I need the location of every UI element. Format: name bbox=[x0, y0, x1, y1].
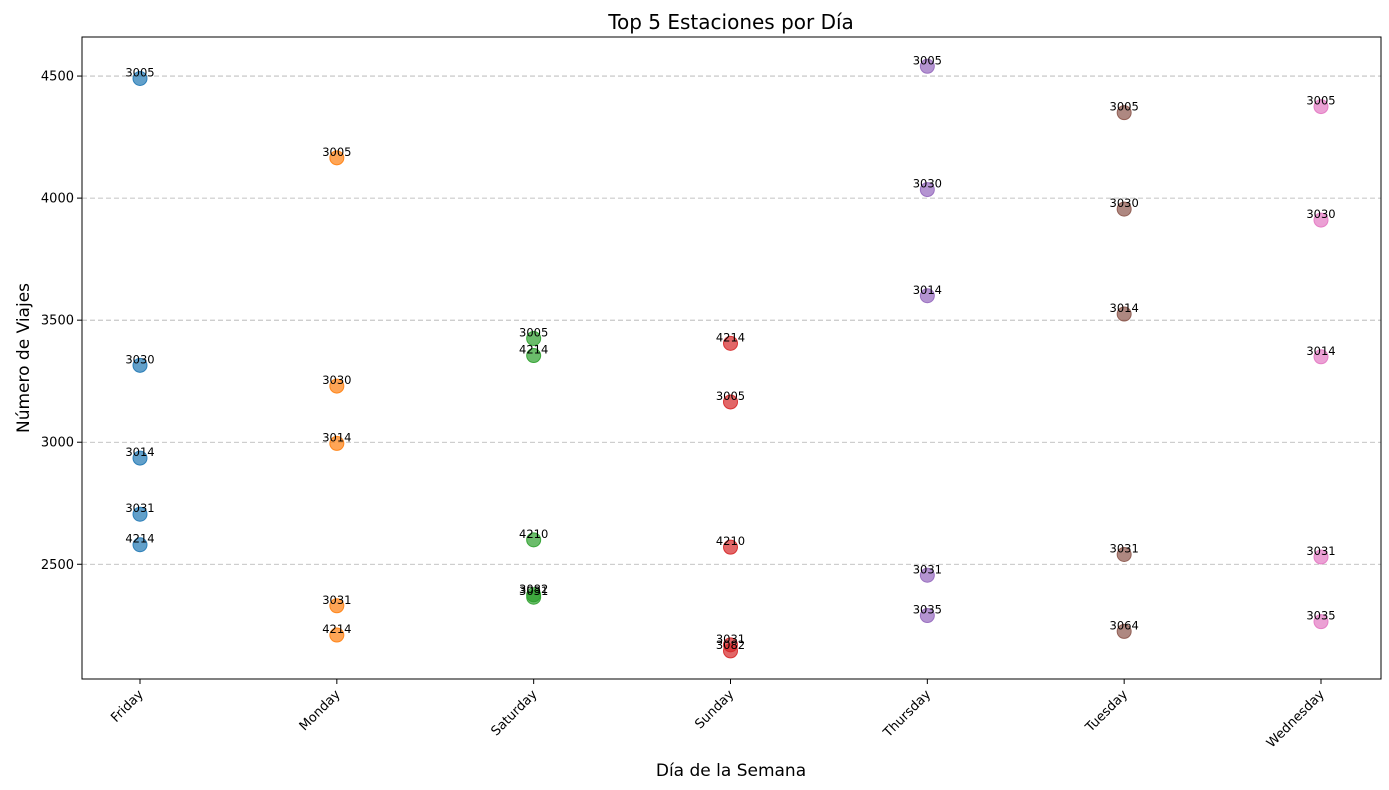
data-point bbox=[526, 532, 542, 548]
data-point bbox=[1116, 105, 1132, 121]
data-label: 3014 bbox=[322, 430, 351, 444]
data-point bbox=[919, 58, 935, 74]
data-label: 3005 bbox=[519, 325, 548, 339]
data-label: 4210 bbox=[716, 534, 745, 548]
data-label: 4214 bbox=[716, 330, 745, 344]
data-point bbox=[919, 182, 935, 198]
data-label: 3064 bbox=[1110, 618, 1139, 632]
data-point bbox=[132, 506, 148, 522]
x-tick-label: Tuesday bbox=[1082, 687, 1131, 736]
data-point bbox=[329, 627, 345, 643]
data-label: 3031 bbox=[1306, 544, 1335, 558]
data-point bbox=[132, 450, 148, 466]
data-point bbox=[329, 378, 345, 394]
data-label: 3030 bbox=[913, 177, 942, 191]
data-label: 3082 bbox=[519, 582, 548, 596]
grid-lines bbox=[82, 75, 1381, 565]
data-label: 3031 bbox=[322, 593, 351, 607]
data-label: 3005 bbox=[913, 53, 942, 67]
y-axis-label: Número de Viajes bbox=[14, 283, 34, 433]
data-point bbox=[919, 608, 935, 624]
plot-frame bbox=[81, 36, 1382, 680]
data-point bbox=[1313, 99, 1329, 115]
y-axis: 2500 3000 3500 4000 4500 bbox=[41, 70, 82, 573]
data-point bbox=[1116, 623, 1132, 639]
data-label: 3031 bbox=[519, 584, 548, 598]
data-point bbox=[723, 643, 738, 659]
data-point bbox=[132, 537, 148, 553]
data-point bbox=[329, 435, 345, 451]
data-label: 3035 bbox=[1306, 609, 1335, 623]
data-point bbox=[723, 335, 738, 351]
x-tick-label: Thursday bbox=[880, 687, 934, 741]
x-tick-label: Saturday bbox=[488, 687, 540, 739]
y-tick-label: 3000 bbox=[41, 436, 74, 451]
data-label: 3014 bbox=[1110, 301, 1139, 315]
data-point bbox=[723, 539, 738, 555]
data-point bbox=[1313, 212, 1329, 228]
chart-title: Top 5 Estaciones por Día bbox=[607, 10, 854, 34]
data-point bbox=[132, 357, 148, 373]
x-axis-label: Día de la Semana bbox=[656, 761, 806, 781]
data-label: 3082 bbox=[716, 638, 745, 652]
data-label: 3035 bbox=[913, 603, 942, 617]
data-label: 3030 bbox=[125, 352, 154, 366]
data-labels: 3005 3030 3014 3031 4214 3005 3030 3014 3031 4214… bbox=[125, 53, 1335, 652]
data-point bbox=[329, 150, 345, 166]
data-label: 4214 bbox=[519, 343, 548, 357]
data-point bbox=[919, 567, 935, 583]
data-label: 3014 bbox=[125, 445, 154, 459]
data-label: 3005 bbox=[322, 145, 351, 159]
x-tick-label: Wednesday bbox=[1264, 687, 1328, 751]
x-tick-label: Sunday bbox=[692, 687, 737, 732]
data-label: 3005 bbox=[125, 65, 154, 79]
data-label: 3031 bbox=[716, 632, 745, 646]
data-point bbox=[1116, 547, 1132, 563]
data-label: 3005 bbox=[1110, 100, 1139, 114]
data-point bbox=[132, 70, 148, 86]
data-point bbox=[1313, 614, 1329, 630]
data-label: 3005 bbox=[1306, 94, 1335, 108]
data-label: 3014 bbox=[1306, 344, 1335, 358]
data-label: 3014 bbox=[913, 283, 942, 297]
data-label: 3030 bbox=[1110, 196, 1139, 210]
data-label: 4210 bbox=[519, 527, 548, 541]
data-point bbox=[723, 394, 738, 410]
x-tick-label: Monday bbox=[297, 687, 344, 734]
x-axis: Friday Monday Saturday Sunday Thursday Tuesda… bbox=[108, 679, 1328, 751]
data-label: 4214 bbox=[322, 622, 351, 636]
data-point bbox=[1116, 201, 1132, 217]
data-point bbox=[1116, 306, 1132, 322]
y-tick-label: 4000 bbox=[41, 192, 74, 207]
data-point bbox=[1313, 549, 1329, 565]
data-label: 3031 bbox=[125, 501, 154, 515]
data-label: 4214 bbox=[125, 532, 154, 546]
data-label: 3031 bbox=[913, 562, 942, 576]
data-label: 3030 bbox=[322, 373, 351, 387]
data-points bbox=[132, 58, 1329, 659]
x-tick-label: Friday bbox=[108, 687, 147, 726]
data-point bbox=[329, 598, 345, 614]
y-tick-label: 4500 bbox=[41, 70, 74, 85]
data-point bbox=[1313, 349, 1329, 365]
data-point bbox=[526, 348, 542, 364]
data-label: 3031 bbox=[1110, 542, 1139, 556]
data-label: 3005 bbox=[716, 389, 745, 403]
y-tick-label: 3500 bbox=[41, 314, 74, 329]
data-point bbox=[526, 589, 542, 605]
data-point bbox=[526, 330, 542, 346]
data-label: 3030 bbox=[1306, 207, 1335, 221]
data-point bbox=[919, 288, 935, 304]
y-tick-label: 2500 bbox=[41, 558, 74, 573]
